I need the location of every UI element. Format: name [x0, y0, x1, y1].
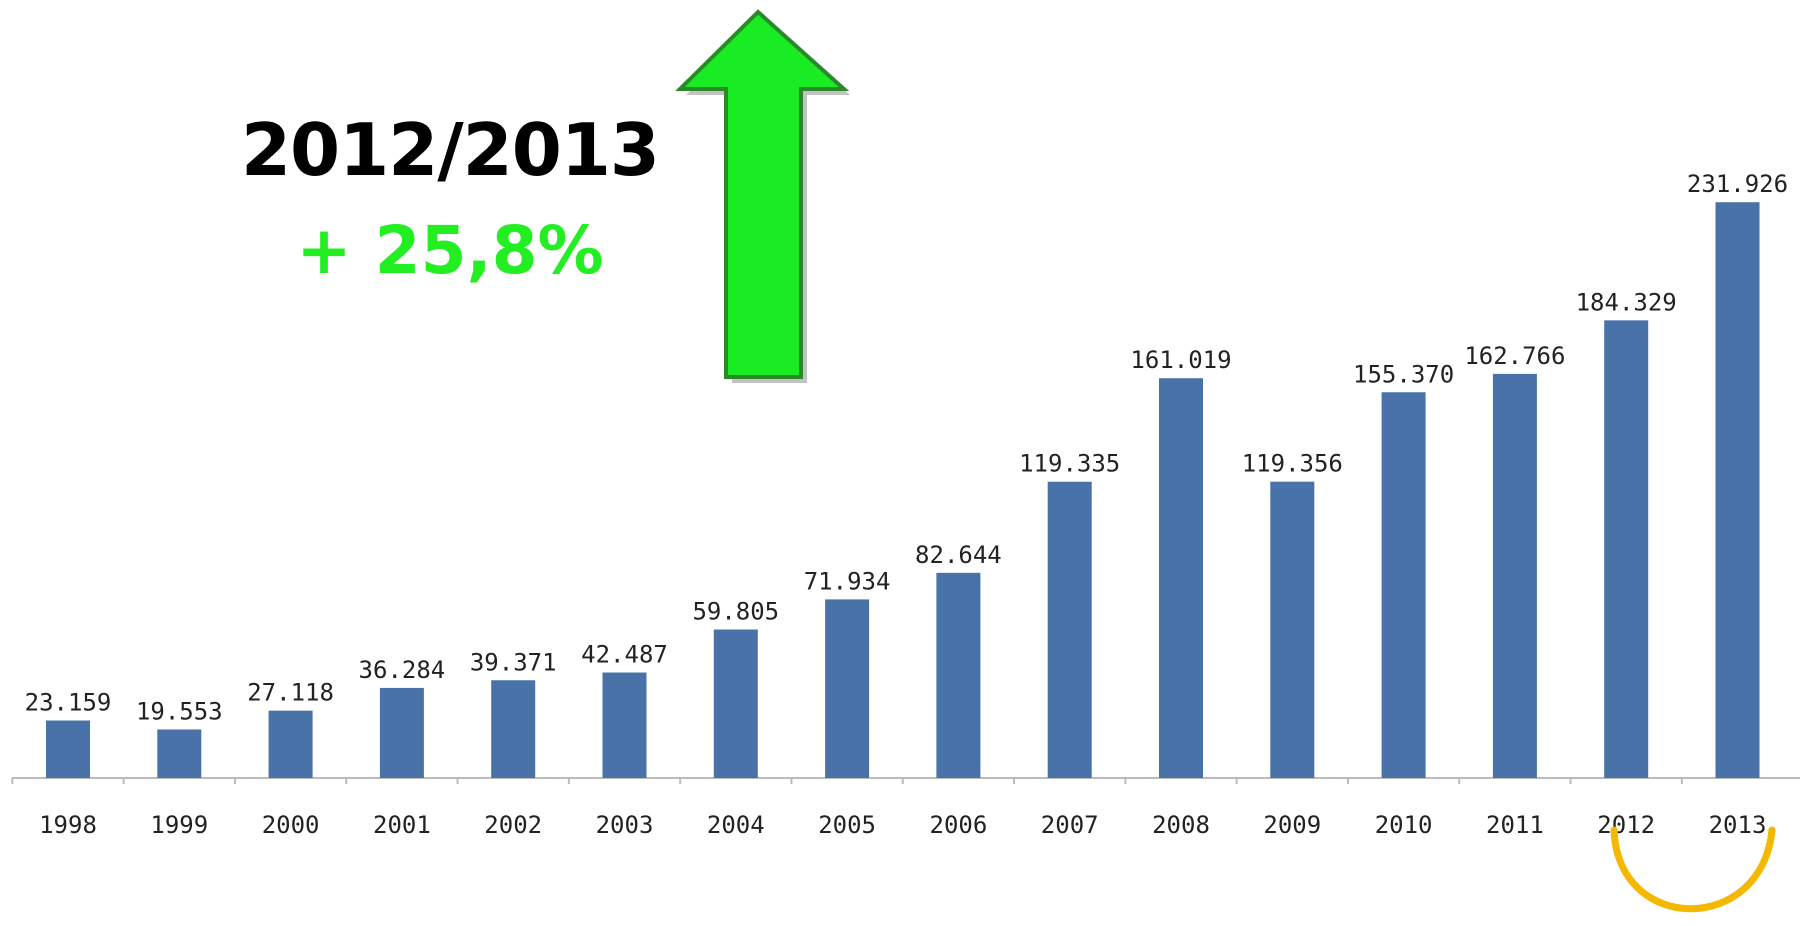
bar-2010	[1381, 392, 1426, 778]
growth-percentage: + 25,8%	[296, 212, 604, 289]
bar-2013	[1715, 202, 1760, 779]
bar-2011	[1492, 373, 1537, 778]
bar-2003	[602, 672, 647, 778]
bar-2012	[1604, 320, 1649, 778]
x-tick-label-2006: 2006	[930, 811, 988, 839]
x-tick-label-2002: 2002	[484, 811, 542, 839]
x-tick-label-2004: 2004	[707, 811, 765, 839]
bar-2009	[1270, 481, 1315, 778]
up-arrow-shape	[675, 9, 850, 379]
data-label-2010: 155.370	[1353, 360, 1454, 388]
bar-2005	[825, 599, 870, 778]
x-tick-label-2000: 2000	[262, 811, 320, 839]
data-label-2000: 27.118	[247, 679, 334, 707]
data-label-2004: 59.805	[692, 598, 779, 626]
bar-2002	[491, 680, 536, 778]
bar-2000	[268, 710, 313, 778]
data-label-1999: 19.553	[136, 697, 223, 725]
data-label-2007: 119.335	[1019, 450, 1120, 478]
data-labels: 23.159 19.553 27.118 36.284 39.371 42.487 59.8…	[25, 170, 1788, 725]
x-tick-label-2009: 2009	[1263, 811, 1321, 839]
bar-2006	[936, 572, 981, 778]
data-label-2008: 161.019	[1130, 346, 1231, 374]
data-label-2005: 71.934	[804, 567, 891, 595]
x-tick-label-2010: 2010	[1375, 811, 1433, 839]
x-tick-label-2011: 2011	[1486, 811, 1544, 839]
data-label-1998: 23.159	[25, 689, 112, 717]
x-tick-labels: 1998 1999 2000 2001 2002 2003 2004 2005 2006 2007…	[39, 811, 1766, 839]
bar-series	[46, 202, 1760, 779]
bar-1999	[157, 729, 202, 778]
data-label-2002: 39.371	[470, 648, 557, 676]
x-tick-label-2003: 2003	[596, 811, 654, 839]
x-tick-label-2007: 2007	[1041, 811, 1099, 839]
comparison-period: 2012/2013	[240, 108, 660, 192]
bar-2004	[713, 629, 758, 778]
x-tick-label-1999: 1999	[150, 811, 208, 839]
data-label-2013: 231.926	[1687, 170, 1788, 198]
data-label-2003: 42.487	[581, 641, 668, 669]
x-tick-label-2012: 2012	[1597, 811, 1655, 839]
bar-2001	[379, 687, 424, 778]
data-label-2006: 82.644	[915, 541, 1002, 569]
x-tick-label-2001: 2001	[373, 811, 431, 839]
highlight-bracket	[1610, 826, 1776, 913]
data-label-2009: 119.356	[1242, 450, 1343, 478]
data-label-2011: 162.766	[1464, 342, 1565, 370]
x-tick-label-2005: 2005	[818, 811, 876, 839]
x-tick-label-2013: 2013	[1709, 811, 1767, 839]
bar-2007	[1047, 481, 1092, 778]
data-label-2012: 184.329	[1576, 288, 1677, 316]
up-arrow-icon	[675, 9, 850, 383]
x-tick-label-1998: 1998	[39, 811, 97, 839]
x-axis-ticks	[11, 778, 1683, 784]
data-label-2001: 36.284	[359, 656, 446, 684]
bar-1998	[46, 720, 90, 778]
bar-2008	[1159, 378, 1203, 778]
x-tick-label-2008: 2008	[1152, 811, 1210, 839]
